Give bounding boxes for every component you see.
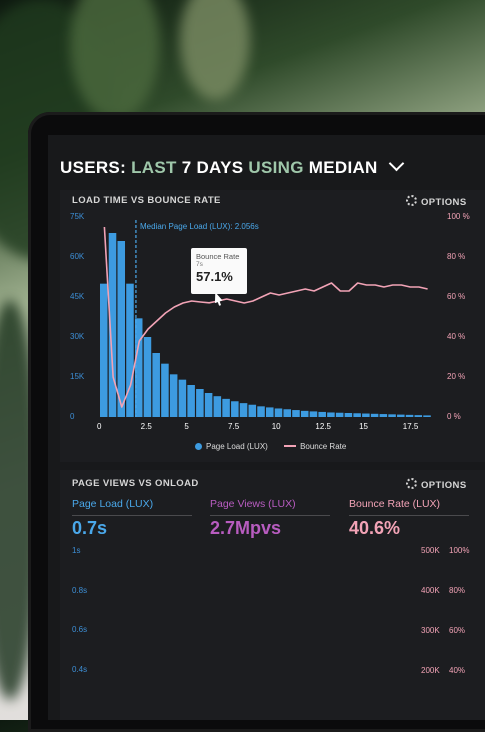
left-axis-tick: 45K xyxy=(70,292,85,301)
headline-users: USERS: xyxy=(60,158,127,177)
options-label: OPTIONS xyxy=(421,480,467,491)
right-axis-tick: 0 % xyxy=(447,412,461,421)
right-axis-tick: 100% xyxy=(449,546,470,555)
metric-value-bounce-rate: 40.6% xyxy=(349,518,401,538)
options-button[interactable]: OPTIONS xyxy=(406,478,467,491)
x-axis-tick: 10 xyxy=(271,422,281,431)
divider xyxy=(72,515,192,516)
metric-label-page-load: Page Load (LUX) xyxy=(72,498,154,510)
panel-title: LOAD TIME VS BOUNCE RATE xyxy=(72,195,221,206)
background-foliage xyxy=(180,0,250,100)
x-axis-tick: 0 xyxy=(97,422,102,431)
tooltip-value: 57.1% xyxy=(196,269,233,284)
right-axis-tick: 20 % xyxy=(447,372,466,381)
chart-legend: Page Load (LUX) Bounce Rate xyxy=(195,442,346,451)
right-axis-tick: 40% xyxy=(449,666,466,675)
bounce-rate-tooltip: Bounce Rate 7s 57.1% xyxy=(191,248,247,294)
metric-label-bounce-rate: Bounce Rate (LUX) xyxy=(349,498,441,510)
divider xyxy=(210,515,330,516)
left-axis-tick: 30K xyxy=(70,332,85,341)
gear-icon xyxy=(406,195,417,206)
options-button[interactable]: OPTIONS xyxy=(406,195,467,208)
right-axis-tick: 80% xyxy=(449,586,466,595)
left-axis-tick: 1s xyxy=(72,546,81,555)
right-axis-tick: 60 % xyxy=(447,292,466,301)
x-axis-tick: 17.5 xyxy=(402,422,419,431)
time-range-selector[interactable]: USERS: LAST 7 DAYS USING MEDIAN xyxy=(60,155,404,178)
right-axis-tick: 400K xyxy=(421,586,440,595)
chevron-down-icon[interactable] xyxy=(388,155,404,172)
right-axis-tick: 200K xyxy=(421,666,440,675)
right-axis-tick: 80 % xyxy=(447,252,466,261)
legend-line-label: Bounce Rate xyxy=(300,442,347,451)
headline-last: LAST xyxy=(131,158,177,177)
x-axis-tick: 15 xyxy=(359,422,368,431)
metric-label-page-views: Page Views (LUX) xyxy=(210,498,296,510)
left-axis-tick: 75K xyxy=(70,212,85,221)
left-axis-tick: 0 xyxy=(70,412,75,421)
right-axis-tick: 40 % xyxy=(447,332,466,341)
x-axis-tick: 2.5 xyxy=(140,422,152,431)
metric-value-page-views: 2.7Mpvs xyxy=(210,518,282,538)
left-axis-tick: 15K xyxy=(70,372,85,381)
metric-value-page-load: 0.7s xyxy=(72,518,108,538)
right-axis-tick: 500K xyxy=(421,546,440,555)
headline-days: 7 DAYS xyxy=(181,158,244,177)
background-foliage xyxy=(70,0,160,120)
headline-median: MEDIAN xyxy=(308,158,378,177)
median-label: Median Page Load (LUX): 2.056s xyxy=(140,222,259,231)
tooltip-sub: 7s xyxy=(196,261,203,268)
legend-line-swatch xyxy=(284,445,297,447)
left-axis-tick: 60K xyxy=(70,252,85,261)
right-axis-tick: 60% xyxy=(449,626,466,635)
right-axis-tick: 100 % xyxy=(447,212,470,221)
panel-title: PAGE VIEWS VS ONLOAD xyxy=(72,478,199,489)
headline-using: USING xyxy=(248,158,304,177)
x-axis-tick: 12.5 xyxy=(315,422,331,431)
page-views-panel xyxy=(60,470,485,720)
left-axis-tick: 0.4s xyxy=(72,664,88,674)
gear-icon xyxy=(406,478,417,489)
x-axis-tick: 5 xyxy=(184,422,189,431)
legend-bars-swatch xyxy=(195,443,202,450)
x-axis-tick: 7.5 xyxy=(228,422,240,431)
legend-bars-label: Page Load (LUX) xyxy=(206,442,268,451)
left-axis-tick: 0.6s xyxy=(72,625,88,634)
tooltip-title: Bounce Rate xyxy=(196,252,240,261)
divider xyxy=(349,515,469,516)
left-axis-tick: 0.8s xyxy=(72,585,88,595)
options-label: OPTIONS xyxy=(421,197,467,208)
right-axis-tick: 300K xyxy=(421,626,440,635)
